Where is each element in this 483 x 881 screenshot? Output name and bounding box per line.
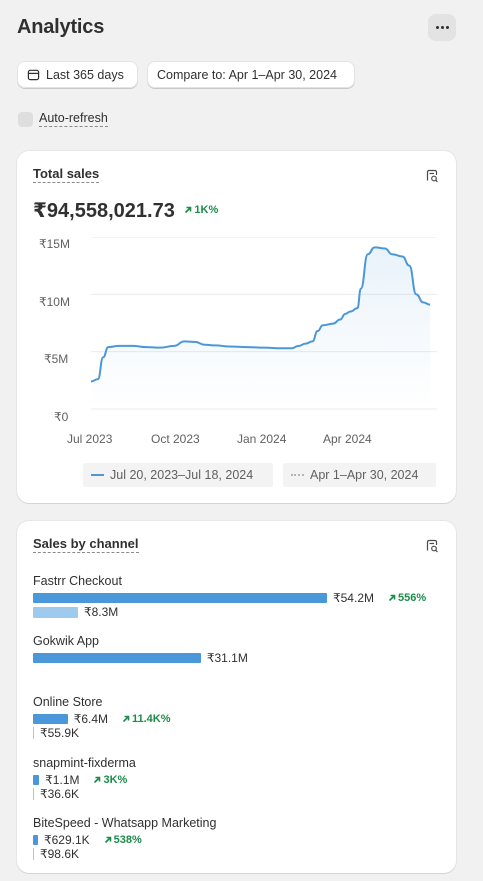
channel-previous-value: ₹55.9K [40, 726, 79, 740]
arrow-up-right-icon [104, 836, 111, 844]
channel-name: BiteSpeed - Whatsapp Marketing [33, 816, 217, 830]
legend-compare-period[interactable]: Apr 1–Apr 30, 2024 [283, 463, 436, 487]
more-horizontal-icon [435, 26, 449, 29]
channel-current-bar[interactable] [33, 593, 327, 603]
channel-change-badge: 538% [104, 834, 142, 846]
channel-name: Gokwik App [33, 634, 100, 648]
filter-bar: Last 365 days Compare to: Apr 1–Apr 30, … [17, 61, 355, 89]
y-tick-label: ₹15M [39, 237, 70, 251]
y-tick-label: ₹5M [44, 352, 69, 366]
page-header: Analytics [17, 14, 457, 46]
y-tick-label: ₹0 [54, 410, 69, 424]
total-sales-change: 1K% [194, 204, 219, 216]
chart-explore-icon[interactable] [425, 169, 439, 183]
chart-explore-icon[interactable] [425, 539, 439, 553]
channel-change: 538% [113, 834, 142, 846]
x-tick-label: Apr 2024 [323, 432, 372, 446]
channel-current-row: ₹629.1K 538% [33, 833, 443, 847]
channel-current-value: ₹1.1M [45, 773, 80, 787]
legend-solid-swatch [91, 474, 104, 476]
channel-current-row: ₹6.4M 11.4K% [33, 712, 443, 726]
channel-current-bar[interactable] [33, 653, 201, 663]
auto-refresh-checkbox[interactable] [18, 111, 33, 127]
compare-button[interactable]: Compare to: Apr 1–Apr 30, 2024 [147, 61, 355, 88]
series-area [91, 247, 431, 409]
channel-name: Fastrr Checkout [33, 574, 122, 588]
channel-item[interactable]: Gokwik App ₹31.1M [33, 634, 443, 665]
channel-current-value: ₹6.4M [73, 712, 108, 726]
arrow-up-right-icon [122, 715, 130, 723]
channel-item[interactable]: BiteSpeed - Whatsapp Marketing ₹629.1K 538… [33, 816, 443, 861]
arrow-up-right-icon [94, 776, 101, 784]
total-sales-title[interactable]: Total sales [33, 166, 100, 183]
date-range-label: Last 365 days [46, 67, 124, 82]
channel-current-row: ₹31.1M [33, 651, 443, 665]
channel-name: snapmint-fixderma [33, 756, 136, 770]
channel-change-badge: 11.4K% [122, 713, 171, 725]
compare-label: Compare to: Apr 1–Apr 30, 2024 [157, 67, 337, 82]
channel-previous-row: ₹98.6K [33, 847, 443, 861]
y-tick-label: ₹10M [39, 295, 70, 309]
series-line-current[interactable] [91, 246, 431, 383]
channel-change: 556% [398, 592, 427, 604]
channel-item[interactable]: Online Store ₹6.4M 11.4K% ₹55.9K [33, 695, 443, 740]
auto-refresh-label: Auto-refresh [39, 111, 108, 127]
total-sales-value: ₹94,558,021.73 1K% [33, 198, 218, 223]
channel-current-row: ₹1.1M 3K% [33, 773, 443, 787]
channel-change-badge: 556% [388, 592, 426, 604]
channel-item[interactable]: Fastrr Checkout ₹54.2M 556% ₹8.3M [33, 574, 443, 619]
arrow-up-right-icon [185, 206, 192, 214]
channel-previous-row: ₹36.6K [33, 787, 443, 801]
x-tick-label: Jul 2023 [67, 432, 113, 446]
channel-current-bar[interactable] [33, 714, 68, 724]
channel-previous-value: ₹36.6K [40, 787, 79, 801]
channel-previous-bar[interactable] [33, 788, 34, 800]
total-sales-line-chart [91, 237, 437, 410]
date-range-button[interactable]: Last 365 days [17, 61, 138, 88]
channel-current-value: ₹629.1K [44, 833, 90, 847]
channel-previous-value: ₹98.6K [40, 847, 79, 861]
auto-refresh-toggle[interactable]: Auto-refresh [18, 111, 108, 127]
total-sales-amount: ₹94,558,021.73 [33, 200, 175, 222]
legend-compare-label: Apr 1–Apr 30, 2024 [310, 468, 419, 482]
x-tick-label: Jan 2024 [237, 432, 287, 446]
legend-current-period[interactable]: Jul 20, 2023–Jul 18, 2024 [83, 463, 273, 487]
channel-item[interactable]: snapmint-fixderma ₹1.1M 3K% ₹36.6K [33, 756, 443, 801]
channel-previous-bar[interactable] [33, 606, 78, 618]
arrow-up-right-icon [388, 594, 396, 602]
sales-by-channel-title[interactable]: Sales by channel [33, 536, 139, 553]
total-sales-change-badge: 1K% [184, 204, 218, 216]
channel-previous-row: ₹55.9K [33, 726, 443, 740]
channel-change: 11.4K% [132, 713, 171, 725]
channel-previous-bar[interactable] [33, 848, 34, 860]
total-sales-card: Total sales ₹94,558,021.73 1K% ₹15M ₹10M… [17, 151, 456, 503]
channel-previous-value: ₹8.3M [83, 605, 119, 619]
legend-current-label: Jul 20, 2023–Jul 18, 2024 [110, 468, 254, 482]
calendar-icon [27, 69, 40, 81]
channel-current-bar[interactable] [33, 835, 38, 845]
page-title: Analytics [17, 16, 105, 38]
channel-name: Online Store [33, 695, 103, 709]
channel-current-bar[interactable] [33, 775, 40, 785]
channel-change-badge: 3K% [93, 774, 127, 786]
legend-dotted-swatch [291, 474, 304, 476]
more-actions-button[interactable] [428, 14, 456, 41]
sales-by-channel-card: Sales by channel Fastrr Checkout ₹54.2M 55… [17, 521, 456, 873]
x-tick-label: Oct 2023 [151, 432, 200, 446]
channel-current-row: ₹54.2M 556% [33, 591, 443, 605]
channel-previous-bar[interactable] [33, 727, 34, 739]
channel-current-value: ₹31.1M [206, 651, 248, 665]
channel-change: 3K% [103, 774, 128, 786]
channel-previous-row: ₹8.3M [33, 605, 443, 619]
channel-current-value: ₹54.2M [333, 591, 374, 605]
